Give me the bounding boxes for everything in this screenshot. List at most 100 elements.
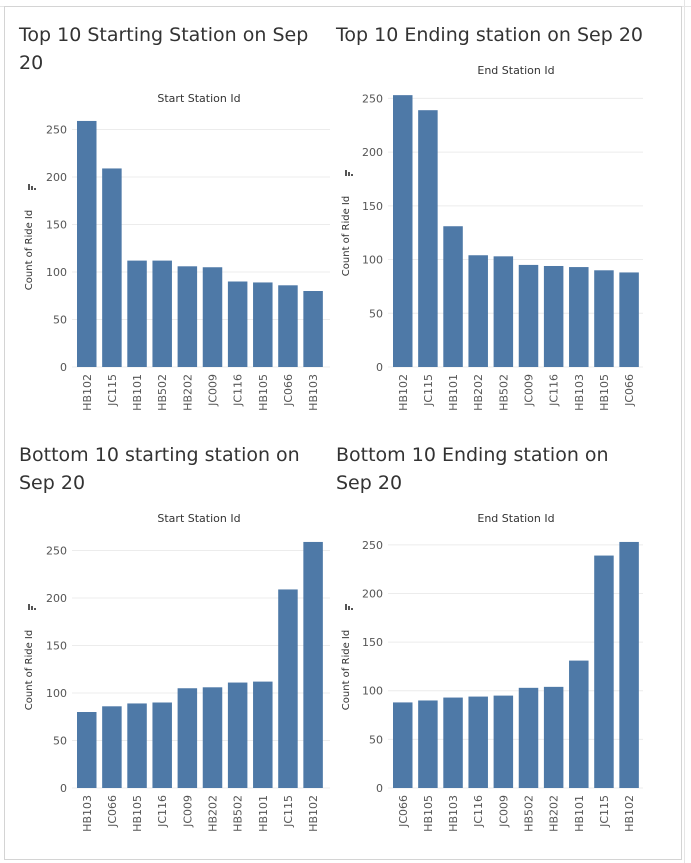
x-tick-label: HB102 — [307, 795, 320, 832]
sort-icon — [345, 604, 353, 610]
y-tick-label: 150 — [362, 636, 383, 649]
x-tick-label: HB101 — [257, 795, 270, 832]
y-tick-label: 250 — [362, 539, 383, 552]
bar — [127, 703, 147, 788]
bar — [569, 267, 589, 367]
y-tick-label: 0 — [376, 361, 383, 374]
y-tick-label: 50 — [369, 307, 383, 320]
x-tick-label: JC009 — [523, 374, 536, 407]
x-tick-label: JC116 — [548, 374, 561, 407]
bar — [227, 682, 248, 788]
sort-icon — [28, 604, 36, 610]
bar — [77, 120, 97, 367]
y-tick-label: 200 — [362, 587, 383, 600]
x-tick-label: JC116 — [472, 795, 485, 828]
y-axis-label: Count of Ride Id — [341, 630, 352, 710]
bar — [393, 95, 413, 367]
bar — [303, 291, 323, 367]
x-tick-label: HB105 — [257, 374, 270, 411]
y-tick-label: 0 — [376, 782, 383, 795]
bar — [278, 285, 298, 367]
bar — [543, 686, 564, 788]
bar — [278, 589, 298, 788]
y-tick-label: 100 — [46, 687, 67, 700]
y-tick-label: 250 — [46, 545, 67, 558]
bar — [253, 282, 273, 367]
y-tick-label: 0 — [60, 782, 67, 795]
y-tick-label: 200 — [46, 171, 67, 184]
chart-header: End Station Id — [477, 64, 554, 77]
sort-icon — [345, 170, 353, 176]
bar — [443, 697, 463, 788]
x-tick-label: HB102 — [397, 374, 410, 411]
sort-icon-bar — [348, 606, 350, 610]
x-tick-label: HB105 — [422, 795, 435, 832]
bar — [177, 688, 198, 788]
sort-icon-bar — [28, 604, 30, 610]
bar — [569, 660, 589, 788]
bar — [493, 695, 514, 788]
x-tick-label: HB502 — [156, 374, 169, 411]
sort-icon-bar — [345, 170, 347, 176]
bar — [77, 712, 97, 788]
bar — [152, 260, 172, 367]
bar — [619, 541, 639, 788]
x-tick-label: JC116 — [232, 374, 245, 407]
x-tick-label: JC066 — [623, 374, 636, 407]
panel-title-bottom-end: Bottom 10 Ending station on Sep 20 — [336, 444, 609, 494]
x-tick-label: HB101 — [131, 374, 144, 411]
x-tick-label: HB101 — [447, 374, 460, 411]
x-tick-label: JC066 — [282, 374, 295, 407]
x-tick-label: JC115 — [598, 795, 611, 828]
x-tick-label: HB105 — [598, 374, 611, 411]
x-tick-label: JC009 — [181, 795, 194, 828]
bar — [202, 267, 223, 367]
window-right-border — [684, 0, 685, 863]
x-tick-label: JC115 — [282, 795, 295, 828]
y-tick-label: 200 — [362, 146, 383, 159]
x-tick-label: HB502 — [523, 795, 536, 832]
y-tick-label: 0 — [60, 361, 67, 374]
chart-header: End Station Id — [477, 512, 554, 525]
x-tick-label: JC066 — [106, 795, 119, 828]
y-axis-label: Count of Ride Id — [341, 196, 352, 276]
x-tick-label: HB103 — [81, 795, 94, 832]
bar — [594, 555, 614, 788]
x-tick-label: HB105 — [131, 795, 144, 832]
bar — [253, 681, 273, 788]
chart-header: Start Station Id — [157, 512, 240, 525]
y-tick-label: 50 — [369, 733, 383, 746]
bar — [393, 702, 413, 788]
chart-header: Start Station Id — [157, 92, 240, 105]
x-tick-label: JC009 — [497, 795, 510, 828]
bar — [468, 255, 488, 367]
bar — [177, 266, 198, 367]
sort-icon-bar — [351, 608, 353, 610]
x-tick-label: HB102 — [81, 374, 94, 411]
panel-title-top-end: Top 10 Ending station on Sep 20 — [336, 24, 644, 46]
y-tick-label: 250 — [46, 124, 67, 137]
x-tick-label: JC066 — [397, 795, 410, 828]
y-axis-label: Count of Ride Id — [24, 210, 35, 290]
x-tick-label: HB502 — [497, 374, 510, 411]
bar — [152, 702, 172, 788]
y-tick-label: 50 — [53, 735, 67, 748]
x-tick-label: HB202 — [472, 374, 485, 411]
bar — [543, 265, 564, 367]
bar — [102, 706, 122, 788]
y-axis-label: Count of Ride Id — [24, 630, 35, 710]
bar — [303, 541, 323, 788]
x-tick-label: HB502 — [232, 795, 245, 832]
bar — [418, 110, 438, 368]
y-tick-label: 100 — [46, 266, 67, 279]
x-tick-label: HB103 — [573, 374, 586, 411]
x-tick-label: HB103 — [307, 374, 320, 411]
bar — [468, 696, 488, 788]
sort-icon-bar — [345, 604, 347, 610]
sort-icon-bar — [348, 172, 350, 176]
panel-title-top-start: Top 10 Starting Station on Sep 20 — [19, 24, 309, 74]
